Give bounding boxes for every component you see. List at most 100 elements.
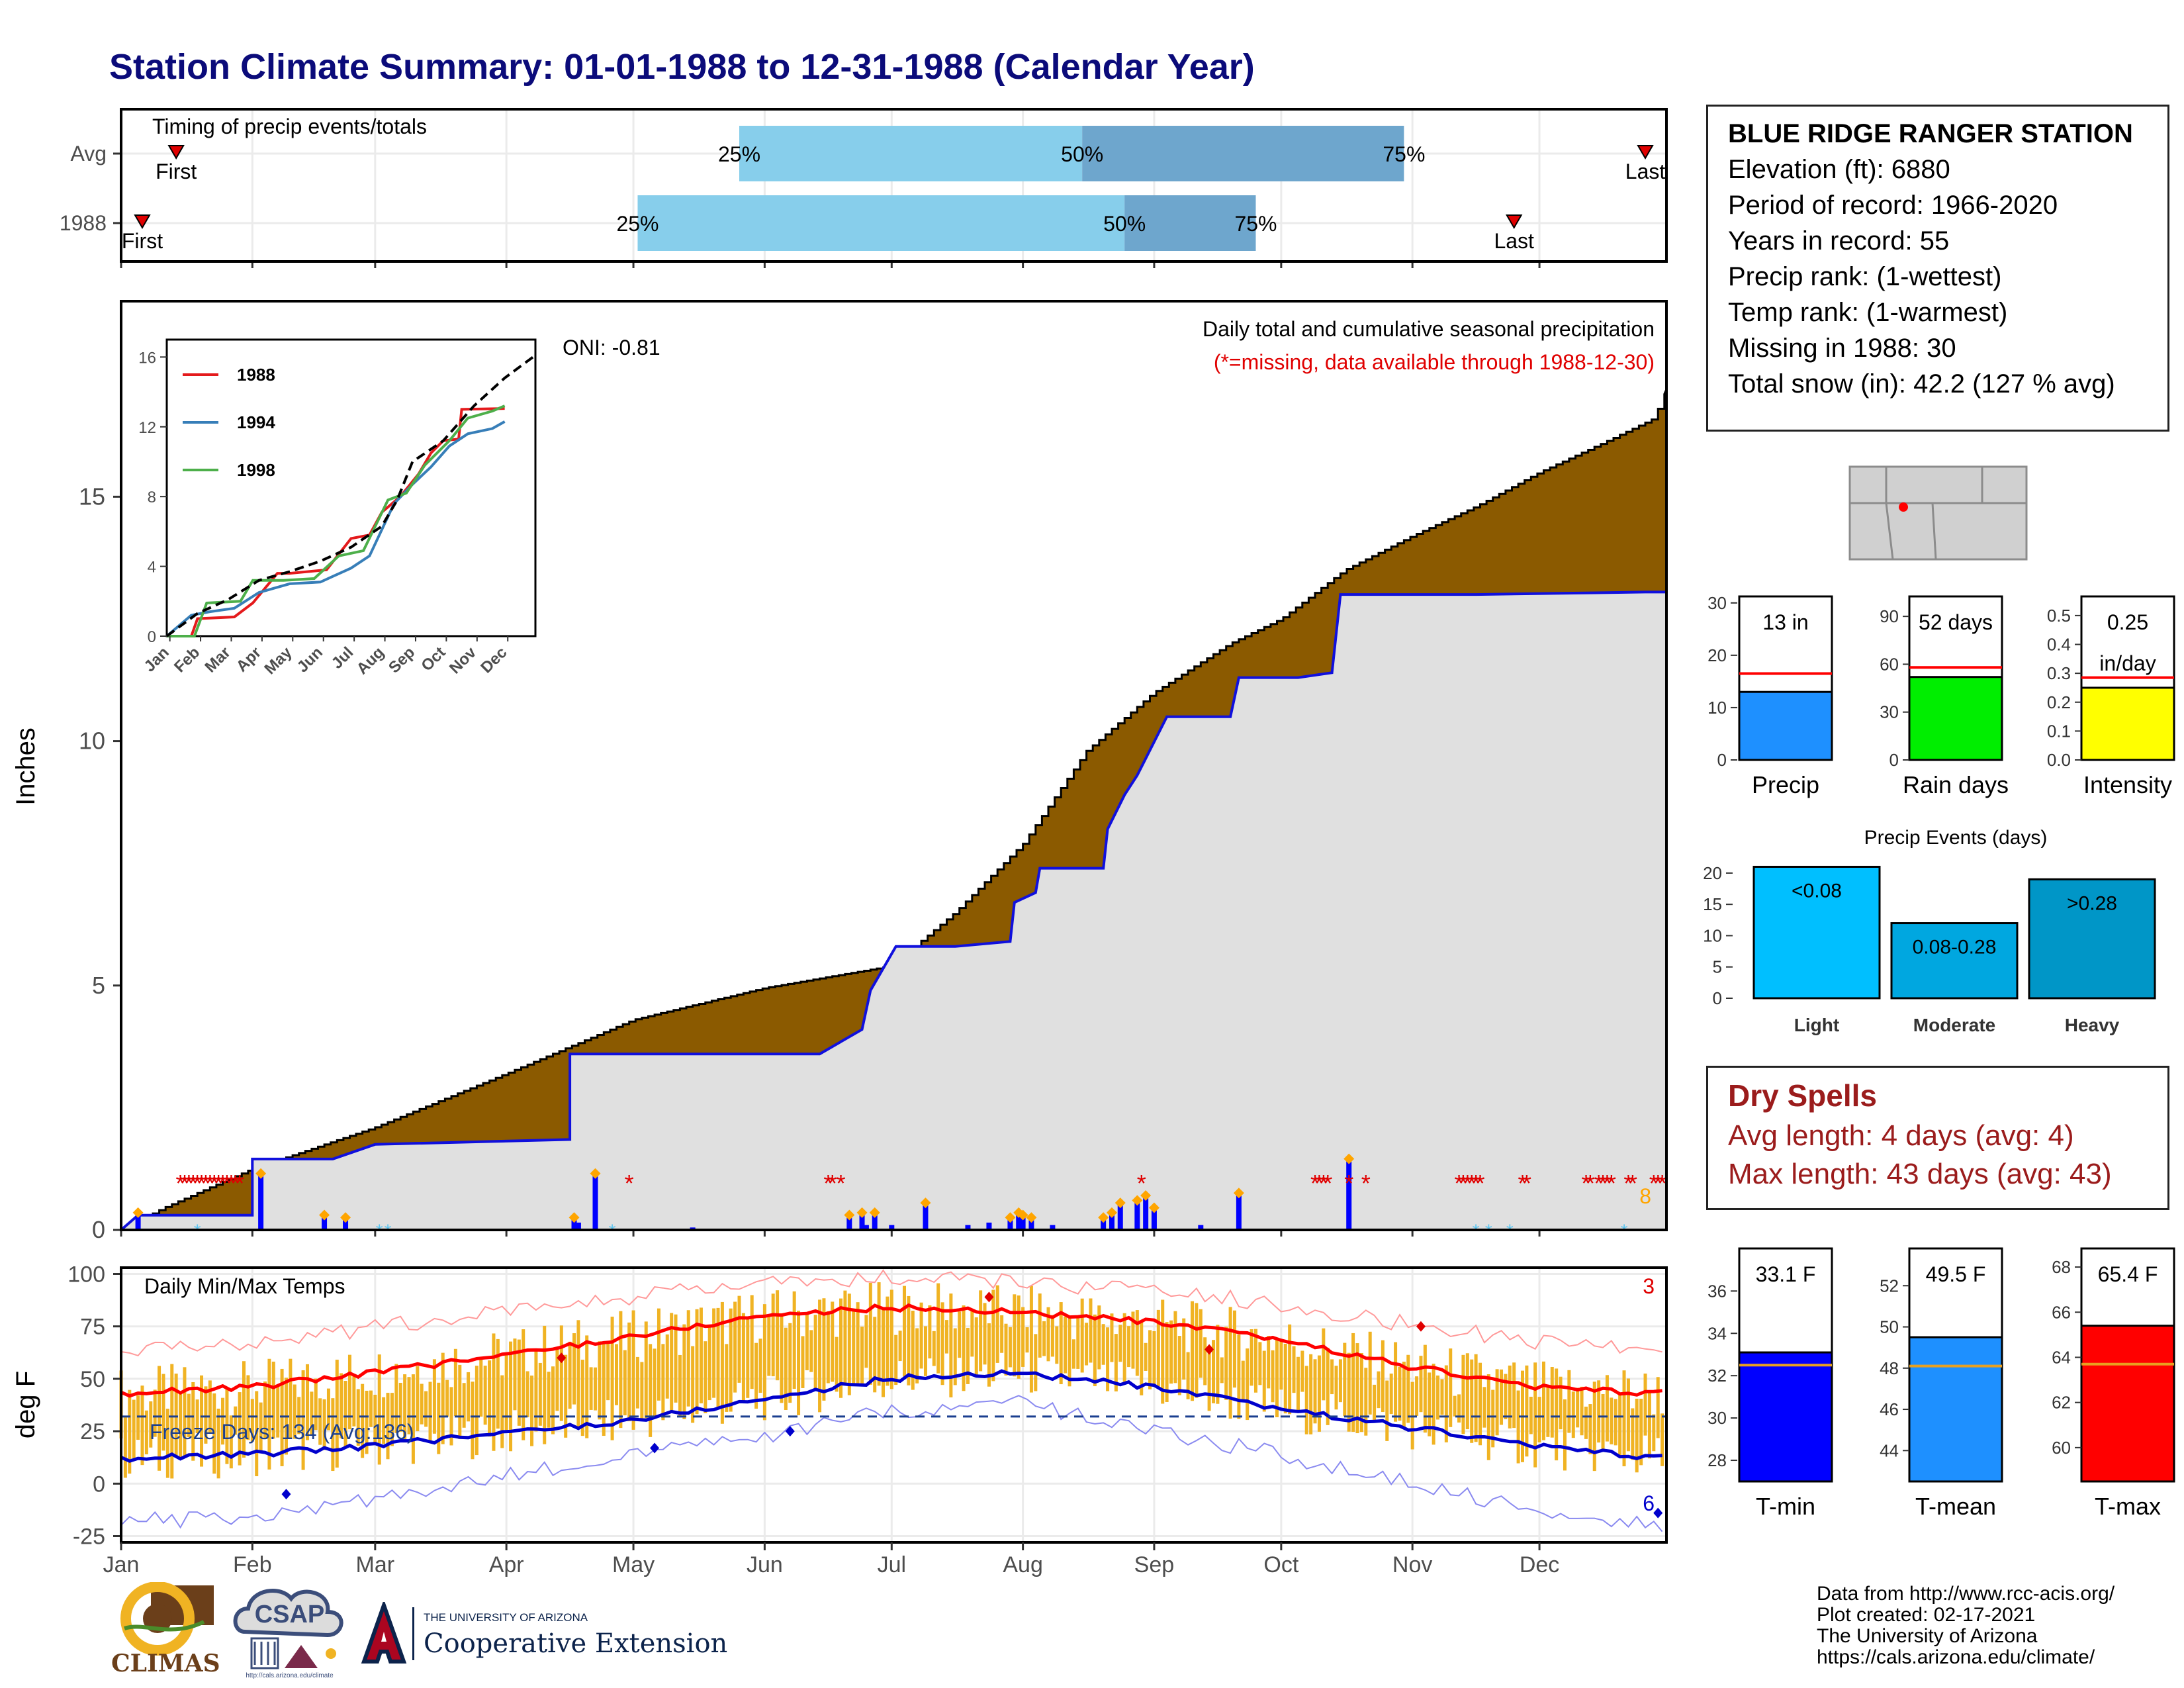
- daily-temp-bar: [1262, 1350, 1266, 1412]
- daily-temp-bar: [704, 1341, 707, 1413]
- missing-marker: *: [218, 1170, 228, 1197]
- daily-temp-bar: [187, 1393, 191, 1437]
- daily-temp-bar: [686, 1310, 690, 1407]
- gauge-value-label: 33.1 F: [1756, 1262, 1816, 1286]
- daily-temp-bar: [707, 1327, 711, 1401]
- daily-temp-bar: [771, 1293, 775, 1377]
- events-tick-label: 15: [1703, 894, 1722, 914]
- quartile-label: 75%: [1234, 212, 1277, 236]
- daily-temp-bar: [471, 1382, 475, 1460]
- daily-temp-bar: [398, 1382, 402, 1432]
- missing-marker: *: [1607, 1170, 1616, 1197]
- daily-temp-bar: [898, 1331, 902, 1362]
- daily-temp-bar: [1059, 1302, 1063, 1385]
- daily-temp-bar: [1288, 1324, 1292, 1415]
- daily-temp-bar: [263, 1381, 267, 1439]
- events-bar-label: <0.08: [1792, 880, 1842, 902]
- daily-temp-bar: [1089, 1298, 1093, 1363]
- daily-temp-bar: [1118, 1325, 1122, 1362]
- daily-precip-bar: [592, 1176, 598, 1230]
- daily-temp-bar: [467, 1372, 471, 1422]
- daily-temp-bar: [1588, 1404, 1592, 1454]
- gauge-category-label: T-min: [1756, 1493, 1815, 1520]
- temps-title: Daily Min/Max Temps: [144, 1274, 345, 1298]
- month-label: Dec: [1520, 1552, 1559, 1577]
- gauge-tick-label: 36: [1707, 1281, 1727, 1301]
- daily-temp-bar: [382, 1397, 386, 1444]
- daily-temp-bar: [801, 1336, 805, 1388]
- year-cumulative-area: [121, 592, 1666, 1230]
- missing-marker: *: [1323, 1170, 1332, 1197]
- inset-y-tick-label: 0: [148, 628, 156, 646]
- daily-precip-bar: [258, 1176, 264, 1230]
- daily-temp-bar: [1567, 1370, 1571, 1433]
- daily-temp-bar: [158, 1366, 161, 1471]
- daily-temp-bar: [297, 1397, 301, 1434]
- daily-temp-bar: [1394, 1342, 1398, 1422]
- missing-marker: *: [1649, 1170, 1659, 1197]
- daily-temp-bar: [179, 1393, 183, 1459]
- daily-temp-bar: [195, 1399, 199, 1434]
- daily-temp-bar: [1537, 1397, 1541, 1442]
- daily-temp-bar: [1643, 1373, 1647, 1436]
- daily-precip-bar: [1143, 1198, 1149, 1230]
- gauge-value-label: 52 days: [1919, 610, 1993, 634]
- last-marker: [1637, 145, 1654, 160]
- csap-url: http://cals.arizona.edu/climate: [246, 1672, 334, 1679]
- events-bar-label: 0.08-0.28: [1913, 937, 1997, 959]
- daily-temp-bar: [242, 1361, 246, 1458]
- daily-temp-bar: [1313, 1359, 1317, 1424]
- daily-precip-bar: [343, 1220, 349, 1230]
- daily-temp-bar: [352, 1376, 356, 1427]
- gauge-value-label: 13 in: [1762, 610, 1808, 634]
- daily-temp-bar: [522, 1329, 525, 1440]
- inset-frame: [165, 338, 537, 637]
- missing-marker: *: [1658, 1170, 1667, 1197]
- daily-temp-bar: [475, 1366, 478, 1456]
- credits: Data from http://www.rcc-acis.org/ Plot …: [1817, 1583, 2115, 1668]
- daily-temp-bar: [1491, 1389, 1495, 1448]
- daily-temp-bar: [729, 1308, 733, 1412]
- daily-temp-bar: [390, 1393, 394, 1446]
- daily-temp-bar: [403, 1374, 407, 1443]
- station-total-snow: Total snow (in): 42.2 (127 % avg): [1728, 369, 2115, 399]
- daily-temp-bar: [970, 1309, 974, 1357]
- daily-temp-bar: [483, 1366, 487, 1425]
- daily-precip-bar: [1016, 1215, 1022, 1230]
- daily-temp-bar: [1211, 1340, 1215, 1403]
- daily-temp-bar: [318, 1398, 322, 1445]
- daily-temp-bar: [860, 1326, 864, 1386]
- daily-temp-bar: [1559, 1376, 1563, 1430]
- daily-temp-bar: [614, 1344, 618, 1405]
- daily-temp-bar: [725, 1344, 729, 1412]
- daily-temp-bar: [1385, 1380, 1389, 1441]
- events-bar-label: >0.28: [2067, 892, 2117, 914]
- station-info-box: BLUE RIDGE RANGER STATION Elevation (ft)…: [1706, 105, 2169, 432]
- daily-precip-marker: [1140, 1190, 1152, 1201]
- daily-precip-marker: [590, 1168, 601, 1179]
- missing-marker: *: [1594, 1170, 1604, 1197]
- record-marker: [1653, 1507, 1663, 1519]
- daily-temp-bar: [919, 1302, 923, 1369]
- station-years: Years in record: 55: [1728, 226, 1950, 256]
- daily-temp-bar: [1165, 1322, 1169, 1402]
- daily-temp-bar: [813, 1315, 817, 1391]
- daily-precip-marker: [319, 1209, 330, 1221]
- daily-temp-bar: [1110, 1313, 1114, 1362]
- daily-precip-marker: [844, 1209, 855, 1221]
- daily-temp-bar: [1436, 1375, 1440, 1420]
- daily-temp-bar: [962, 1305, 966, 1391]
- daily-temp-bar: [343, 1381, 347, 1447]
- quartile-label: 50%: [1103, 212, 1146, 236]
- events-tick-label: 0: [1713, 988, 1722, 1008]
- daily-temp-bar: [453, 1348, 457, 1417]
- events-bar: [1890, 922, 2019, 1000]
- daily-temp-bar: [1042, 1321, 1046, 1356]
- gauge-category-label: T-max: [2095, 1493, 2161, 1520]
- daily-temp-bar: [995, 1285, 999, 1363]
- daily-precip-bar: [986, 1222, 992, 1230]
- missing-marker: *: [625, 1170, 634, 1197]
- avg-max-line: [120, 1303, 1662, 1398]
- daily-temp-bar: [1173, 1311, 1177, 1383]
- daily-temp-bar: [1241, 1360, 1245, 1403]
